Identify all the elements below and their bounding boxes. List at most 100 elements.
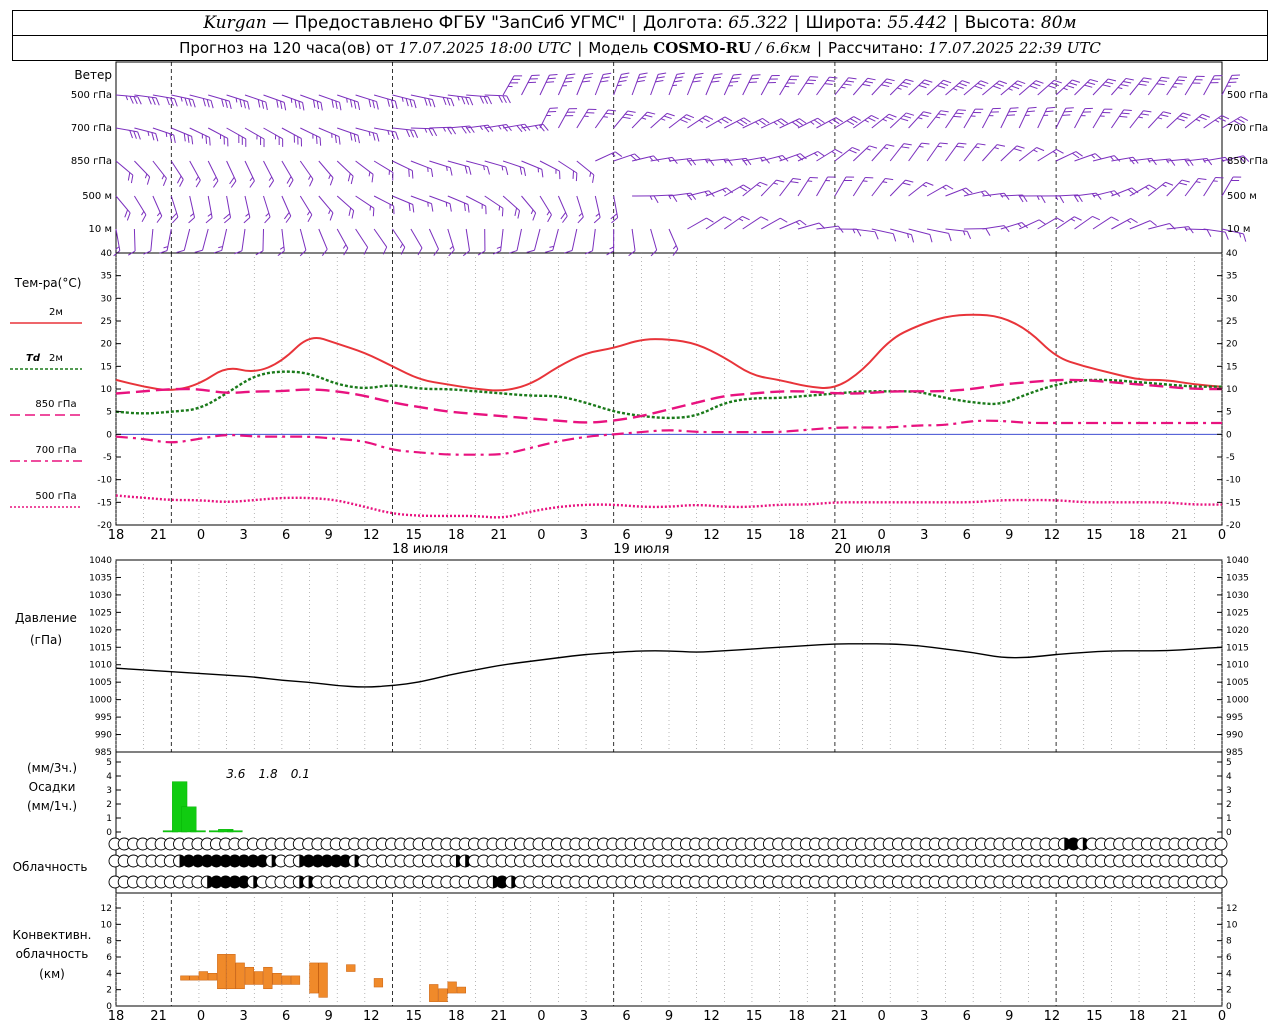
wind-barb-flag <box>1206 158 1213 166</box>
wind-barb <box>484 123 512 132</box>
wind-barb-shaft <box>889 179 906 197</box>
wind-barb <box>1111 77 1134 96</box>
time-axis-top-tick-label: 0 <box>1218 528 1226 543</box>
wind-barb <box>593 195 601 224</box>
wind-barb-flag <box>750 77 759 80</box>
wind-barb-shaft <box>392 195 413 205</box>
wind-barb-flag <box>170 212 178 220</box>
y-tick-right: 995 <box>1226 713 1243 723</box>
wind-barb-flag <box>188 98 192 107</box>
wind-barb-flag <box>690 192 697 200</box>
y-tick-left: 1015 <box>89 643 112 653</box>
wind-barb-shaft <box>557 74 568 96</box>
wind-barb-flag <box>127 250 136 256</box>
wind-barb-half <box>265 212 270 217</box>
wind-barb <box>429 94 455 107</box>
wind-barb-shaft <box>447 195 469 205</box>
wind-barb-flag <box>743 117 751 123</box>
wind-barb-shaft <box>650 112 668 129</box>
wind-barb <box>243 195 251 224</box>
wind-barb-flag <box>195 179 201 188</box>
wind-barb-flag <box>606 250 614 256</box>
wind-barb-flag <box>733 73 742 76</box>
forecast-from: 17.07.2025 18:00 UTC <box>398 39 572 57</box>
wind-barb <box>742 74 761 96</box>
wind-barb-flag <box>395 131 399 140</box>
wind-barb <box>1074 79 1099 96</box>
wind-barb-shaft <box>373 228 388 248</box>
wind-barb-flag <box>675 76 684 79</box>
y-tick-right: 15 <box>1226 362 1237 372</box>
wind-barb-flag <box>376 133 380 142</box>
wind-barb <box>1166 226 1194 234</box>
wind-barb-flag <box>906 112 915 116</box>
wind-barb-flag <box>183 133 186 142</box>
convective-bar <box>244 966 255 985</box>
wind-barb-flag <box>901 146 910 149</box>
wind-barb <box>392 160 414 179</box>
wind-barb-flag <box>312 99 316 108</box>
wind-barb-flag <box>277 250 285 257</box>
wind-barb-flag <box>394 100 398 109</box>
wind-barb-shaft <box>1092 216 1112 230</box>
wind-barb-flag <box>297 136 299 145</box>
wind-barb <box>263 94 287 111</box>
wind-barb-flag <box>799 118 807 124</box>
wind-barb-shaft <box>1037 149 1057 162</box>
wind-barb-half <box>161 174 165 180</box>
precip-bar <box>227 830 243 833</box>
wind-barb-half <box>555 169 557 174</box>
wind-barb-shaft <box>926 228 949 234</box>
wind-barb <box>981 107 1001 129</box>
wind-barb <box>889 112 915 129</box>
wind-barb-flag <box>777 119 785 126</box>
wind-barb-shaft <box>982 80 1000 96</box>
wind-barb <box>1018 106 1037 129</box>
wind-barb-half <box>249 176 254 182</box>
time-axis-bottom-tick-label: 21 <box>491 1009 508 1024</box>
series-t2m <box>115 313 1223 392</box>
wind-barb-flag <box>133 96 138 105</box>
wind-barb-half <box>773 182 779 185</box>
y-tick-left: 30 <box>101 294 113 304</box>
wind-barb-flag <box>673 80 682 83</box>
wind-barb <box>447 195 470 213</box>
time-axis-top-tick-label: 15 <box>746 528 763 543</box>
wind-barb-flag <box>845 80 855 83</box>
wind-barb-flag <box>1026 110 1035 113</box>
wind-barb-shaft <box>1147 181 1166 197</box>
wind-barb-shaft <box>595 151 616 162</box>
y-tick-left: 1005 <box>89 678 112 688</box>
wind-barb-half <box>180 96 183 102</box>
wind-barb-flag <box>655 80 664 83</box>
wind-barb-shaft <box>539 160 560 172</box>
temp-title: Тем-ра(°С) <box>14 276 82 290</box>
wind-barb-flag <box>279 100 283 110</box>
wind-barb-flag <box>1143 77 1152 80</box>
wind-barb-flag <box>1179 115 1188 119</box>
wind-barb-shaft <box>963 80 982 96</box>
wind-barb-flag <box>350 176 354 185</box>
wind-barb-flag <box>430 168 434 177</box>
wind-barb-flag <box>428 98 432 107</box>
wind-barb-flag <box>411 170 414 179</box>
wind-barb-flag <box>391 131 395 140</box>
wind-barb-flag <box>990 111 999 113</box>
wind-barb-flag <box>656 76 665 79</box>
wind-barb <box>631 155 660 163</box>
wind-barb <box>889 78 914 96</box>
wind-barb <box>263 195 271 224</box>
wind-barb-flag <box>1053 79 1062 84</box>
wind-barb-flag <box>1196 75 1205 77</box>
wind-barb-flag <box>329 177 334 186</box>
wind-barb-half <box>312 134 314 139</box>
wind-barb-flag <box>519 166 523 175</box>
y-tick-left: 0 <box>106 828 112 838</box>
wind-barb-flag <box>921 82 930 86</box>
wind-barb-flag <box>351 210 355 219</box>
wind-barb-half <box>942 186 947 190</box>
y-tick-right: 20 <box>1226 340 1238 350</box>
wind-barb-flag <box>372 208 375 217</box>
wind-barb <box>281 160 294 188</box>
wind-barb <box>926 228 952 242</box>
